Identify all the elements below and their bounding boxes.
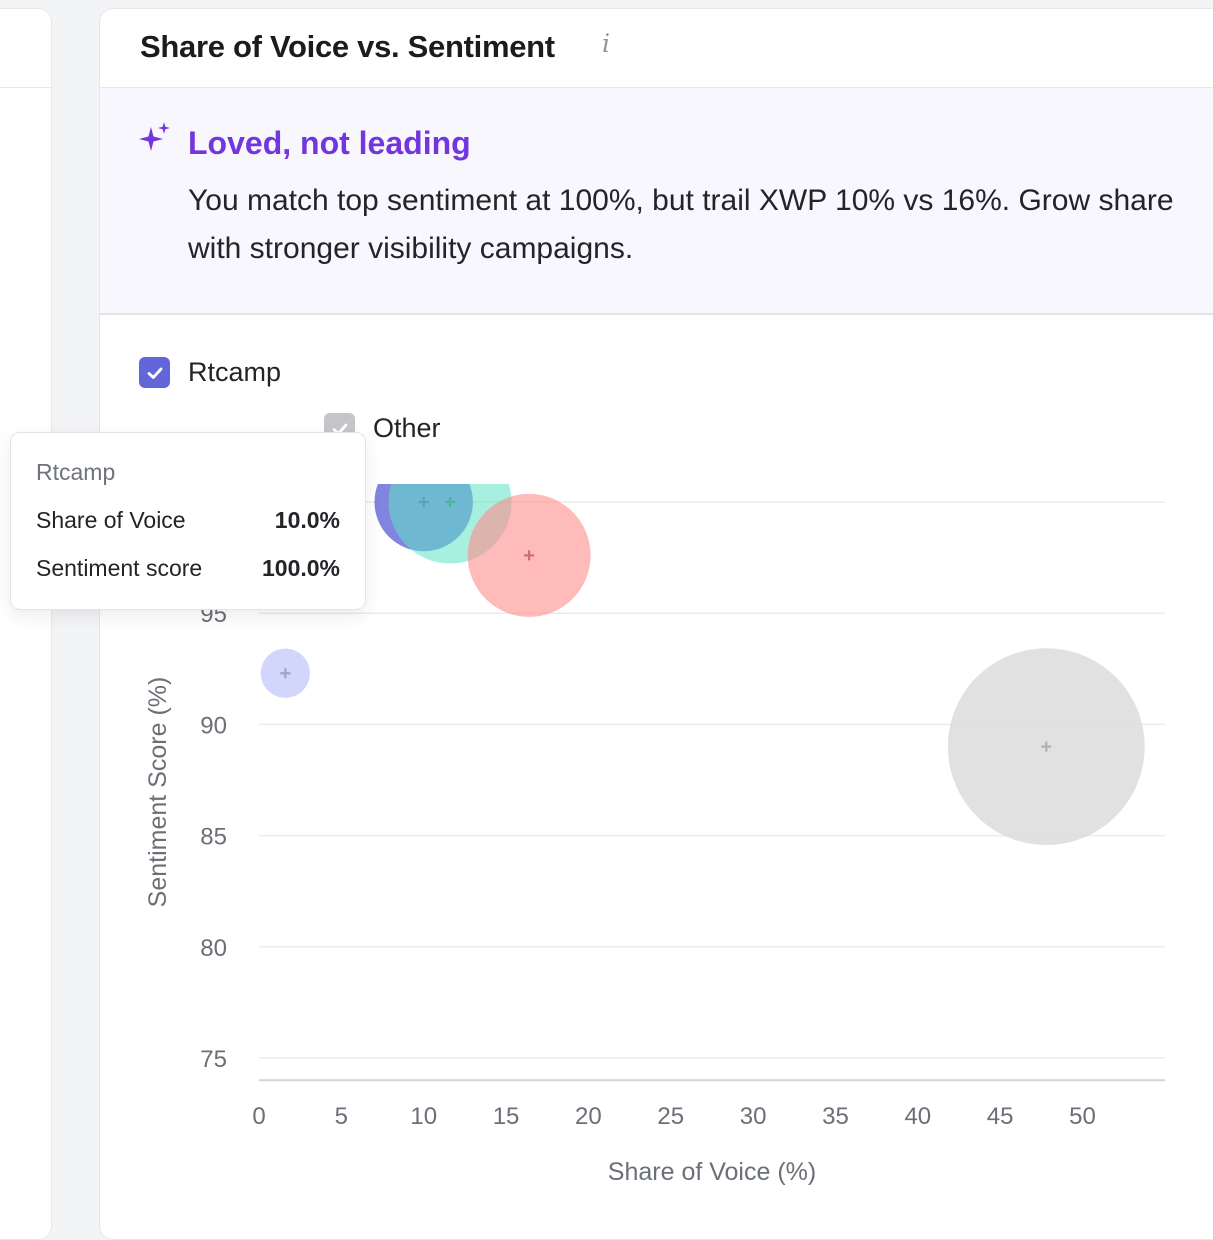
x-tick-label: 0: [252, 1103, 265, 1130]
tooltip-label: Share of Voice: [36, 507, 186, 533]
legend-item-rtcamp[interactable]: Rtcamp: [139, 357, 281, 388]
card-title: Share of Voice vs. Sentiment: [140, 29, 555, 64]
tooltip-value: 10.0%: [274, 507, 340, 533]
x-tick-label: 10: [410, 1103, 437, 1130]
chart-card: Share of Voice vs. Sentiment i Loved, no…: [99, 8, 1213, 1240]
checkbox-checked-icon[interactable]: [139, 357, 170, 388]
x-tick-label: 20: [575, 1103, 602, 1130]
x-tick-label: 40: [904, 1103, 931, 1130]
insight-title: Loved, not leading: [188, 125, 471, 161]
tooltip-label: Sentiment score: [36, 555, 203, 581]
y-axis-title: Sentiment Score (%): [144, 677, 172, 908]
insight-body: You match top sentiment at 100%, but tra…: [188, 184, 1174, 265]
x-tick-label: 35: [822, 1103, 849, 1130]
x-tick-label: 45: [987, 1103, 1014, 1130]
x-tick-label: 15: [493, 1103, 520, 1130]
legend-label: Other: [373, 413, 441, 443]
x-tick-label: 30: [740, 1103, 767, 1130]
tooltip-row-sentiment: Sentiment score 100.0%: [36, 555, 340, 582]
bubble-layer: [260, 484, 1145, 846]
y-tick-label: 75: [200, 1046, 227, 1073]
x-axis-title: Share of Voice (%): [608, 1158, 816, 1186]
bubble-center-marker: [1041, 741, 1052, 752]
legend-label: Rtcamp: [188, 357, 282, 387]
x-tick-label: 5: [335, 1103, 348, 1130]
bubble-center-marker: [445, 497, 456, 507]
tooltip: Rtcamp Share of Voice 10.0% Sentiment sc…: [10, 432, 366, 610]
tooltip-row-share: Share of Voice 10.0%: [36, 507, 340, 534]
tooltip-title: Rtcamp: [36, 459, 116, 485]
insight-banner: Loved, not leading You match top sentime…: [100, 88, 1213, 315]
y-tick-label: 80: [200, 935, 227, 962]
x-tick-label: 25: [657, 1103, 684, 1130]
bubble-center-marker: [524, 550, 535, 561]
y-tick-label: 90: [200, 712, 227, 739]
card-header: Share of Voice vs. Sentiment i: [100, 9, 1213, 88]
left-panel-divider: [0, 87, 51, 88]
y-tick-label: 85: [200, 824, 227, 851]
tooltip-value: 100.0%: [261, 555, 340, 581]
x-tick-label: 50: [1069, 1103, 1096, 1130]
bubble-center-marker: [280, 668, 291, 679]
sparkle-icon: [139, 122, 170, 151]
info-icon[interactable]: i: [602, 29, 610, 58]
